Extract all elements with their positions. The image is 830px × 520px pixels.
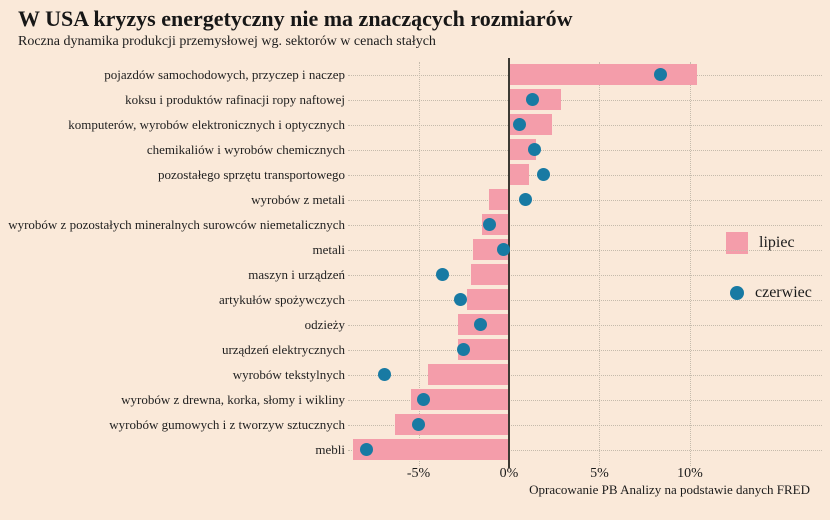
x-tick-label: -5% — [406, 466, 431, 481]
category-label: komputerów, wyrobów elektronicznych i op… — [68, 117, 345, 132]
legend-label-lipiec: lipiec — [759, 234, 795, 251]
category-label: koksu i produktów rafinacji ropy naftowe… — [125, 92, 345, 107]
category-label: urządzeń elektrycznych — [221, 342, 345, 357]
dot-czerwiec — [536, 168, 550, 181]
source-note: Opracowanie PB Analizy na podstawie dany… — [529, 482, 810, 497]
dot-czerwiec — [435, 268, 449, 281]
category-label: odzieży — [304, 317, 345, 332]
bar-lipiec — [467, 289, 509, 310]
dot-czerwiec — [526, 93, 540, 106]
dot-czerwiec — [482, 218, 496, 231]
category-label: metali — [312, 242, 346, 257]
czerwiec-dot-swatch-icon — [730, 286, 744, 300]
category-label: wyrobów tekstylnych — [232, 367, 345, 382]
x-tick-label: 10% — [677, 466, 703, 481]
category-label: pojazdów samochodowych, przyczep i nacze… — [104, 67, 345, 82]
bar-lipiec — [395, 414, 509, 435]
h-gridline — [348, 399, 822, 401]
h-gridline — [348, 199, 822, 201]
v-gridline — [418, 62, 420, 466]
category-label: wyrobów z drewna, korka, słomy i wikliny — [121, 392, 345, 407]
h-gridline — [348, 324, 822, 326]
h-gridline — [348, 99, 822, 101]
dot-czerwiec — [513, 118, 527, 131]
h-gridline — [348, 349, 822, 351]
category-label: chemikaliów i wyrobów chemicznych — [146, 142, 345, 157]
bar-lipiec — [509, 164, 529, 185]
category-label: wyrobów z metali — [251, 192, 345, 207]
bar-lipiec — [471, 264, 509, 285]
bar-lipiec — [427, 364, 509, 385]
h-gridline — [348, 374, 822, 376]
bar-lipiec — [411, 389, 509, 410]
dot-czerwiec — [473, 318, 487, 331]
v-gridline — [599, 62, 601, 466]
category-labels: pojazdów samochodowych, przyczep i nacze… — [0, 62, 345, 462]
dot-czerwiec — [457, 343, 471, 356]
h-gridline — [348, 449, 822, 451]
legend-label-czerwiec: czerwiec — [755, 284, 812, 301]
bar-lipiec — [509, 64, 698, 85]
category-label: wyrobów z pozostałych mineralnych surowc… — [8, 217, 345, 232]
x-axis-tick-labels: -5% 0% 5% 10% — [348, 466, 822, 484]
bar-lipiec — [458, 339, 509, 360]
dot-czerwiec — [453, 293, 467, 306]
h-gridline — [348, 274, 822, 276]
category-label: wyrobów gumowych i z tworzyw sztucznych — [109, 417, 345, 432]
page-subtitle: Roczna dynamika produkcji przemysłowej w… — [18, 34, 436, 49]
dot-czerwiec — [654, 68, 668, 81]
legend-item-lipiec: lipiec — [726, 232, 812, 254]
h-gridline — [348, 424, 822, 426]
legend: lipiec czerwiec — [726, 232, 812, 302]
dot-czerwiec — [377, 368, 391, 381]
h-gridline — [348, 224, 822, 226]
x-tick-label: 5% — [590, 466, 609, 481]
category-label: artykułów spożywczych — [219, 292, 345, 307]
category-label: maszyn i urządzeń — [248, 267, 345, 282]
h-gridline — [348, 174, 822, 176]
zero-axis-line — [508, 58, 510, 468]
h-gridline — [348, 299, 822, 301]
dot-czerwiec — [518, 193, 532, 206]
dot-czerwiec — [412, 418, 426, 431]
bar-lipiec — [353, 439, 509, 460]
h-gridline — [348, 149, 822, 151]
v-gridline — [689, 62, 691, 466]
h-gridline — [348, 249, 822, 251]
h-gridline — [348, 124, 822, 126]
category-label: pozostałego sprzętu transportowego — [157, 167, 345, 182]
dot-czerwiec — [497, 243, 511, 256]
bar-lipiec — [489, 189, 509, 210]
category-label: mebli — [315, 442, 345, 457]
lipiec-bar-swatch-icon — [726, 232, 748, 254]
dot-czerwiec — [417, 393, 431, 406]
legend-item-czerwiec: czerwiec — [726, 284, 812, 302]
page-title: W USA kryzys energetyczny nie ma znacząc… — [18, 6, 573, 31]
plot-area — [348, 58, 822, 468]
dot-czerwiec — [359, 443, 373, 456]
x-tick-label: 0% — [499, 466, 519, 481]
dot-czerwiec — [527, 143, 541, 156]
